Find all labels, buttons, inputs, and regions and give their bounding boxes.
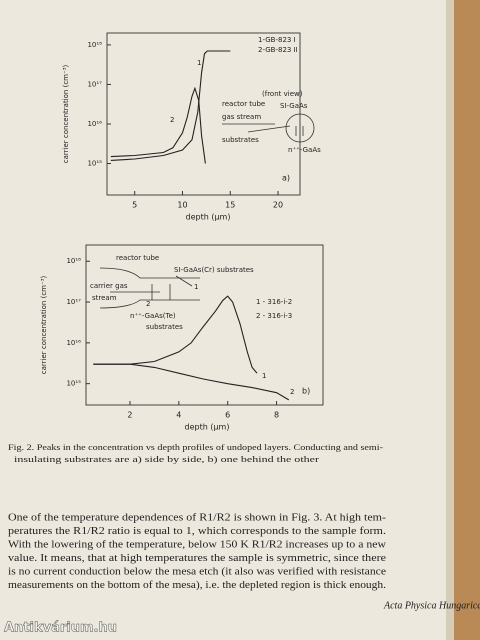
body-line: measurements on the bottom of the mesa),… <box>8 580 386 591</box>
legend-entry: 2 - 316-i-3 <box>256 312 292 320</box>
annotation: 1 <box>197 59 201 67</box>
data-line <box>110 50 231 161</box>
x-tick-label: 6 <box>225 411 230 420</box>
data-line <box>110 86 206 164</box>
annotation: SI-GaAs <box>280 102 308 110</box>
data-line <box>93 363 290 401</box>
annotation: reactor tube <box>222 100 265 108</box>
annotation: 2 <box>290 388 294 396</box>
annotation: reactor tube <box>116 254 159 262</box>
book-edge <box>452 0 480 640</box>
y-tick-label: 10¹⁵ <box>87 160 102 168</box>
x-axis-label: depth (μm) <box>186 213 231 222</box>
panel-label: a) <box>282 174 290 183</box>
body-line: One of the temperature dependences of R1… <box>8 512 386 523</box>
y-tick-label: 10¹⁸ <box>87 41 102 49</box>
y-tick-label: 10¹⁶ <box>87 120 102 128</box>
annotation: gas stream <box>222 113 261 121</box>
legend-entry: 1-GB-823 I <box>258 36 296 44</box>
annotation: 2 <box>146 300 150 308</box>
x-axis-label: depth (μm) <box>185 423 230 432</box>
body-line: is no current conduction below the mesa … <box>8 566 387 577</box>
body-line: With the lowering of the temperature, be… <box>8 539 387 550</box>
legend-entry: 1 - 316-i-2 <box>256 298 292 306</box>
y-axis-label: carrier concentration (cm⁻³) <box>62 65 70 164</box>
x-tick-label: 4 <box>176 411 181 420</box>
y-tick-label: 10¹⁵ <box>66 380 81 388</box>
annotation: n⁺⁺-GaAs <box>288 146 321 154</box>
x-tick-label: 2 <box>127 411 132 420</box>
annotation: 1 <box>194 283 198 291</box>
x-tick-label: 8 <box>274 411 279 420</box>
caption-line: Fig. 2. Peaks in the concentration vs de… <box>8 442 383 452</box>
y-tick-label: 10¹⁸ <box>66 257 81 265</box>
data-line <box>93 295 258 374</box>
x-tick-label: 15 <box>225 201 235 210</box>
y-tick-label: 10¹⁶ <box>66 339 81 347</box>
page-edge <box>446 0 454 640</box>
legend-entry: 2-GB-823 II <box>258 46 298 54</box>
inset-sketch-b <box>99 267 200 309</box>
annotation: 2 <box>170 116 174 124</box>
caption-line: insulating substrates are a) side by sid… <box>14 454 319 464</box>
annotation: carrier gas <box>90 282 128 290</box>
annotation: SI-GaAs(Cr) substrates <box>174 266 254 274</box>
annotation: stream <box>92 294 117 302</box>
watermark: Antikvárium.hu <box>4 621 117 636</box>
x-tick-label: 20 <box>273 201 283 210</box>
body-line: peratures the R1/R2 ratio is equal to 1,… <box>8 526 386 537</box>
annotation: n⁺⁺-GaAs(Te) <box>130 312 176 320</box>
body-line: value. It means, that at high temperatur… <box>8 553 387 564</box>
annotation: (front view) <box>262 90 303 98</box>
footer: Acta Physica Hungarica 74, 1994 <box>383 600 480 611</box>
x-tick-label: 10 <box>177 201 187 210</box>
y-axis-label: carrier concentration (cm⁻³) <box>40 276 48 375</box>
annotation: substrates <box>146 323 183 331</box>
plot-frame <box>85 244 324 406</box>
x-tick-label: 5 <box>132 201 137 210</box>
y-tick-label: 10¹⁷ <box>87 80 102 88</box>
plot-frame <box>106 32 301 196</box>
annotation: substrates <box>222 136 259 144</box>
annotation: 1 <box>262 372 266 380</box>
panel-label: b) <box>302 387 310 396</box>
y-tick-label: 10¹⁷ <box>66 298 81 306</box>
